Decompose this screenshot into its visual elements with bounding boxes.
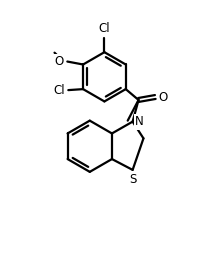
Text: O: O [158, 90, 167, 103]
Text: Cl: Cl [98, 22, 110, 35]
Text: N: N [135, 115, 144, 128]
Text: S: S [129, 173, 136, 186]
Text: Cl: Cl [53, 84, 65, 97]
Text: O: O [55, 55, 64, 68]
